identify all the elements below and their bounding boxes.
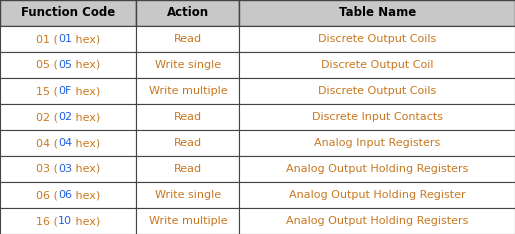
Text: Write multiple: Write multiple: [149, 216, 227, 226]
Text: hex): hex): [72, 190, 100, 200]
Bar: [0, 104, 136, 130]
Text: 06 (: 06 (: [36, 190, 58, 200]
Text: 05: 05: [58, 60, 72, 70]
Text: Analog Output Holding Registers: Analog Output Holding Registers: [286, 164, 469, 174]
Text: hex): hex): [72, 86, 100, 96]
Text: 10: 10: [58, 216, 72, 226]
Bar: [136, 156, 239, 182]
Bar: [239, 78, 515, 104]
Bar: [239, 26, 515, 52]
Text: Discrete Output Coil: Discrete Output Coil: [321, 60, 434, 70]
Text: 04 (: 04 (: [36, 138, 58, 148]
Bar: [0, 78, 136, 104]
Text: Discrete Output Coils: Discrete Output Coils: [318, 34, 436, 44]
Bar: [136, 182, 239, 208]
Bar: [239, 52, 515, 78]
Bar: [136, 104, 239, 130]
Bar: [0, 26, 136, 52]
Bar: [239, 0, 515, 26]
Text: Action: Action: [167, 7, 209, 19]
Text: Write single: Write single: [155, 60, 221, 70]
Text: hex): hex): [72, 60, 100, 70]
Bar: [136, 208, 239, 234]
Bar: [239, 156, 515, 182]
Text: Write single: Write single: [155, 190, 221, 200]
Text: hex): hex): [72, 164, 100, 174]
Bar: [0, 182, 136, 208]
Bar: [136, 0, 239, 26]
Text: 03: 03: [58, 164, 72, 174]
Bar: [0, 208, 136, 234]
Text: 02: 02: [58, 112, 72, 122]
Bar: [0, 0, 136, 26]
Text: Read: Read: [174, 138, 202, 148]
Text: 15 (: 15 (: [37, 86, 58, 96]
Text: hex): hex): [72, 216, 100, 226]
Text: Analog Input Registers: Analog Input Registers: [314, 138, 440, 148]
Text: Analog Output Holding Register: Analog Output Holding Register: [289, 190, 466, 200]
Text: hex): hex): [72, 34, 100, 44]
Text: 05 (: 05 (: [36, 60, 58, 70]
Bar: [0, 156, 136, 182]
Bar: [136, 52, 239, 78]
Text: Discrete Input Contacts: Discrete Input Contacts: [312, 112, 443, 122]
Text: Table Name: Table Name: [339, 7, 416, 19]
Bar: [0, 130, 136, 156]
Bar: [136, 130, 239, 156]
Text: 04: 04: [58, 138, 72, 148]
Text: 03 (: 03 (: [36, 164, 58, 174]
Text: Read: Read: [174, 164, 202, 174]
Bar: [136, 26, 239, 52]
Bar: [239, 130, 515, 156]
Bar: [239, 104, 515, 130]
Text: Write multiple: Write multiple: [149, 86, 227, 96]
Text: hex): hex): [72, 138, 100, 148]
Text: Discrete Output Coils: Discrete Output Coils: [318, 86, 436, 96]
Text: 0F: 0F: [58, 86, 72, 96]
Text: hex): hex): [72, 112, 100, 122]
Text: Function Code: Function Code: [21, 7, 115, 19]
Text: 02 (: 02 (: [36, 112, 58, 122]
Text: Read: Read: [174, 34, 202, 44]
Bar: [0, 52, 136, 78]
Bar: [136, 78, 239, 104]
Text: 01: 01: [58, 34, 72, 44]
Text: Analog Output Holding Registers: Analog Output Holding Registers: [286, 216, 469, 226]
Text: Read: Read: [174, 112, 202, 122]
Text: 06: 06: [58, 190, 72, 200]
Bar: [239, 182, 515, 208]
Bar: [239, 208, 515, 234]
Text: 16 (: 16 (: [36, 216, 58, 226]
Text: 01 (: 01 (: [36, 34, 58, 44]
